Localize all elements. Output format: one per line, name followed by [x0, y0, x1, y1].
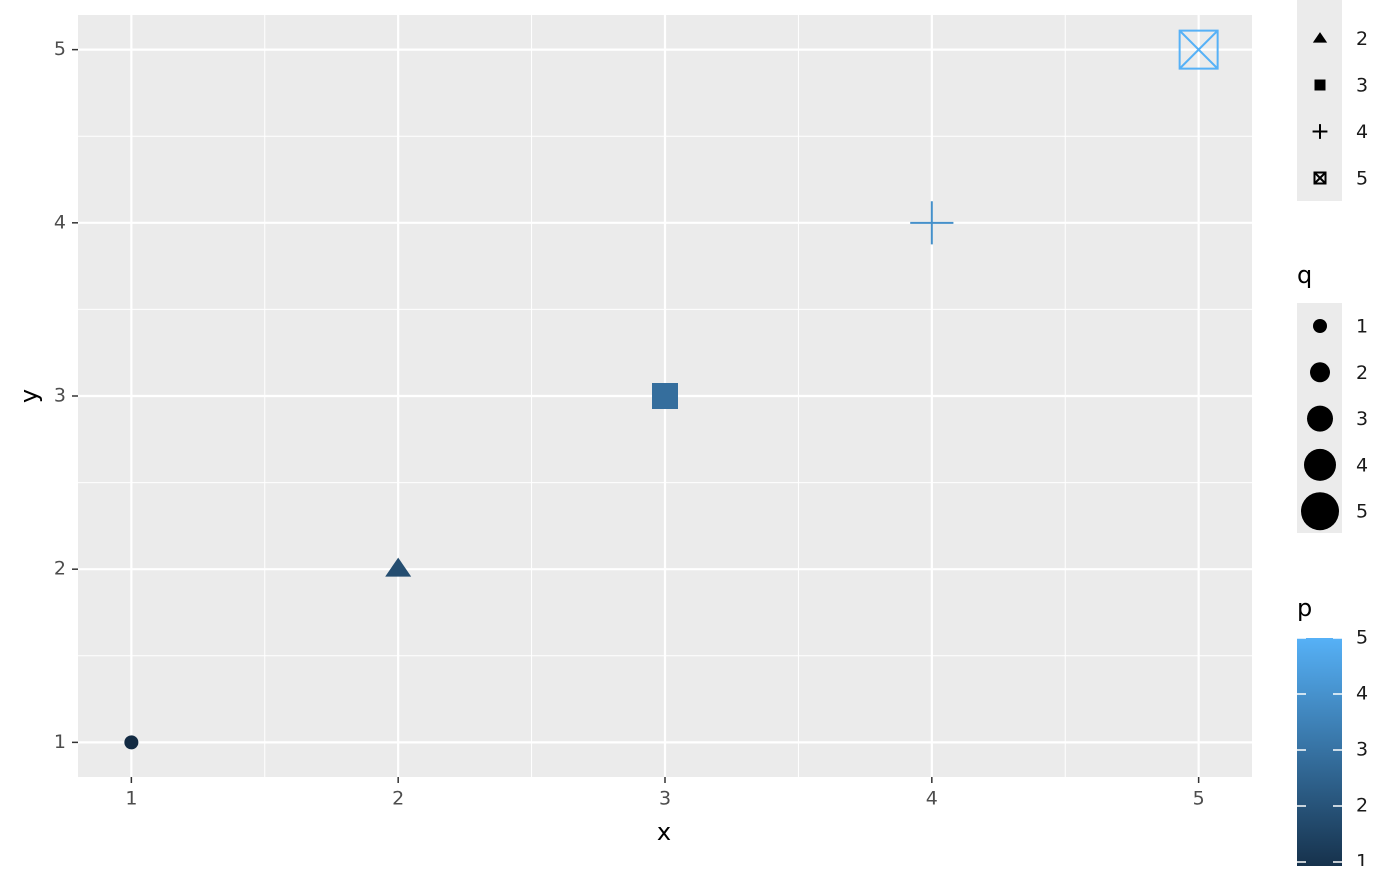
legend-label: 3 — [1356, 75, 1368, 97]
legend-title: p — [1297, 594, 1312, 622]
y-tick-label: 2 — [54, 558, 66, 580]
point — [124, 735, 139, 750]
x-axis-title: x — [657, 818, 671, 846]
legend-label: 3 — [1356, 408, 1368, 430]
legend-key — [1301, 492, 1339, 531]
point — [385, 557, 412, 577]
x-tick-label: 5 — [1193, 788, 1205, 810]
legend-key — [1312, 124, 1328, 139]
legend-title: q — [1297, 261, 1312, 289]
y-tick-label: 4 — [54, 211, 66, 233]
y-tick-label: 3 — [54, 385, 66, 407]
legend-label: 4 — [1356, 121, 1368, 143]
y-axis-title: y — [15, 389, 43, 403]
y-tick-label: 5 — [54, 38, 66, 60]
legend-label: 1 — [1356, 316, 1368, 338]
legend-key — [1313, 319, 1327, 333]
y-tick-label: 1 — [54, 731, 66, 753]
legend-label: 2 — [1356, 28, 1368, 50]
legend-label: 5 — [1356, 627, 1368, 649]
legend-key — [1304, 448, 1336, 481]
legend-key — [1312, 32, 1328, 43]
legend-label: 4 — [1356, 683, 1368, 705]
legend-label: 1 — [1356, 0, 1368, 4]
legend-key — [1313, 171, 1327, 185]
x-tick-label: 3 — [659, 788, 671, 810]
legend-label: 5 — [1356, 501, 1368, 523]
x-tick-label: 4 — [926, 788, 938, 810]
legend-label: 3 — [1356, 739, 1368, 761]
legend-key — [1307, 405, 1333, 432]
legend-key — [1310, 362, 1330, 383]
point — [1178, 29, 1219, 70]
colorbar — [1297, 638, 1342, 870]
point — [652, 383, 678, 409]
point — [910, 201, 954, 245]
legend-label: 4 — [1356, 454, 1368, 476]
x-tick-label: 2 — [392, 788, 404, 810]
legend-key — [1314, 79, 1326, 91]
x-tick-label: 1 — [125, 788, 137, 810]
legend-label: 2 — [1356, 362, 1368, 384]
legend-label: 2 — [1356, 795, 1368, 817]
legend-label: 1 — [1356, 851, 1368, 867]
legend-label: 5 — [1356, 168, 1368, 190]
legend-key-bg — [1297, 0, 1342, 201]
